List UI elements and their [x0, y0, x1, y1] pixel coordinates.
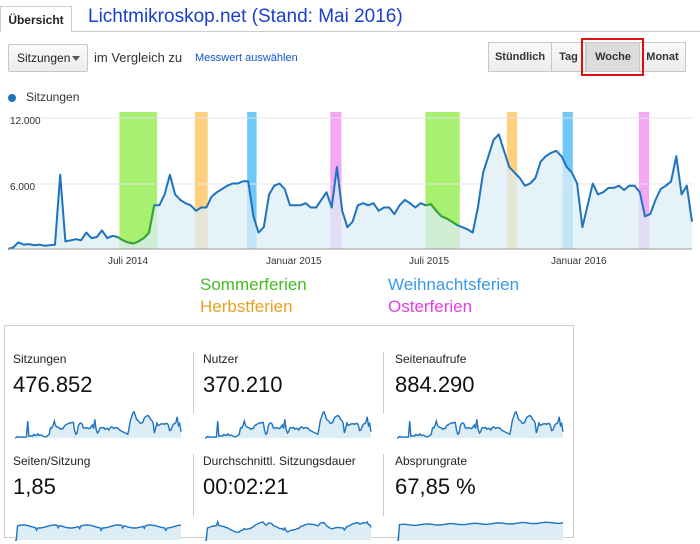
scorecard-value: 67,85 %	[395, 474, 476, 499]
sessions-line-summer	[425, 203, 458, 226]
scorecard-pages-per-session[interactable]: Seiten/Sitzung 1,85	[5, 454, 187, 544]
scorecard-value: 884.290	[395, 372, 475, 397]
band-easter	[638, 112, 650, 249]
tab-overview[interactable]: Übersicht	[0, 6, 72, 32]
legend-dot-icon	[8, 94, 16, 102]
sparkline-area	[205, 521, 371, 540]
scorecard-label: Seiten/Sitzung	[13, 454, 91, 468]
y-tick-label: 12.000	[10, 116, 41, 127]
scorecard-value: 1,85	[13, 474, 56, 499]
sparkline-avg-session-duration	[205, 519, 372, 541]
y-tick-label: 6.000	[10, 182, 35, 193]
x-tick-label: Januar 2015	[266, 256, 322, 267]
x-tick-label: Juli 2014	[108, 256, 148, 267]
sparkline-bounce-rate	[397, 521, 564, 541]
scorecard-users[interactable]: Nutzer 370.210	[195, 352, 377, 442]
sparkline-line	[204, 410, 372, 439]
scorecard-label: Absprungrate	[395, 454, 468, 468]
sparkline-line	[14, 410, 182, 439]
scorecard-pageviews[interactable]: Seitenaufrufe 884.290	[387, 352, 569, 442]
sparkline-line	[15, 524, 182, 541]
card-divider	[193, 352, 194, 414]
scorecard-value: 00:02:21	[203, 474, 289, 499]
day-button[interactable]: Tag	[552, 42, 586, 72]
x-tick-label: Januar 2016	[551, 256, 607, 267]
sparkline-line	[396, 410, 564, 439]
sparkline-pages-per-session	[15, 524, 182, 541]
band-christmas	[247, 112, 257, 249]
legend-summer-holidays: Sommerferien	[200, 275, 307, 294]
sparkline-area	[15, 525, 181, 540]
sparkline-area	[15, 411, 181, 438]
month-button[interactable]: Monat	[640, 42, 686, 72]
legend-series-label: Sitzungen	[26, 90, 80, 104]
compare-text: im Vergleich zu	[94, 50, 183, 65]
sparkline-area	[205, 411, 371, 438]
scorecard-value: 370.210	[203, 372, 283, 397]
sparkline-pageviews	[396, 410, 564, 439]
card-divider	[383, 352, 384, 414]
select-metric-link[interactable]: Messwert auswählen	[195, 52, 298, 64]
scorecard-label: Durchschnittl. Sitzungsdauer	[203, 454, 356, 468]
scorecards-panel: Sitzungen 476.852 Nutzer 370.210 Seitena…	[4, 325, 574, 541]
week-button[interactable]: Woche	[586, 42, 640, 72]
sessions-chart: 12.000 6.000 Juli 2014 Januar 2015 Juli …	[7, 112, 693, 267]
metric-select[interactable]: Sitzungen	[8, 44, 88, 72]
sparkline-area	[397, 522, 563, 540]
legend-autumn-holidays: Herbstferien	[200, 297, 293, 316]
week-highlight-box	[581, 38, 644, 76]
scorecard-label: Nutzer	[203, 352, 239, 366]
legend-easter-holidays: Osterferien	[388, 297, 473, 316]
sessions-line-summer	[117, 205, 156, 245]
sparkline-line	[205, 519, 372, 541]
scorecard-bounce-rate[interactable]: Absprungrate 67,85 %	[387, 454, 569, 544]
chevron-down-icon	[72, 56, 80, 61]
scorecard-label: Sitzungen	[13, 352, 67, 366]
metric-select-label: Sitzungen	[17, 51, 71, 65]
scorecard-value: 476.852	[13, 372, 93, 397]
sparkline-area	[397, 411, 563, 438]
card-divider	[383, 454, 384, 516]
scorecard-sessions[interactable]: Sitzungen 476.852	[5, 352, 187, 442]
sparkline-line	[397, 521, 564, 541]
x-tick-label: Juli 2015	[409, 256, 449, 267]
scorecard-label: Seitenaufrufe	[395, 352, 467, 366]
scorecard-avg-session-duration[interactable]: Durchschnittl. Sitzungsdauer 00:02:21	[195, 454, 377, 544]
card-divider	[193, 454, 194, 516]
tab-divider	[72, 31, 700, 32]
sparkline-sessions	[14, 410, 182, 439]
hourly-button[interactable]: Stündlich	[488, 42, 552, 72]
sparkline-users	[204, 410, 372, 439]
legend-christmas-holidays: Weihnachtsferien	[388, 275, 520, 294]
overlay-title: Lichtmikroskop.net (Stand: Mai 2016)	[88, 6, 403, 27]
sessions-area	[8, 134, 692, 249]
